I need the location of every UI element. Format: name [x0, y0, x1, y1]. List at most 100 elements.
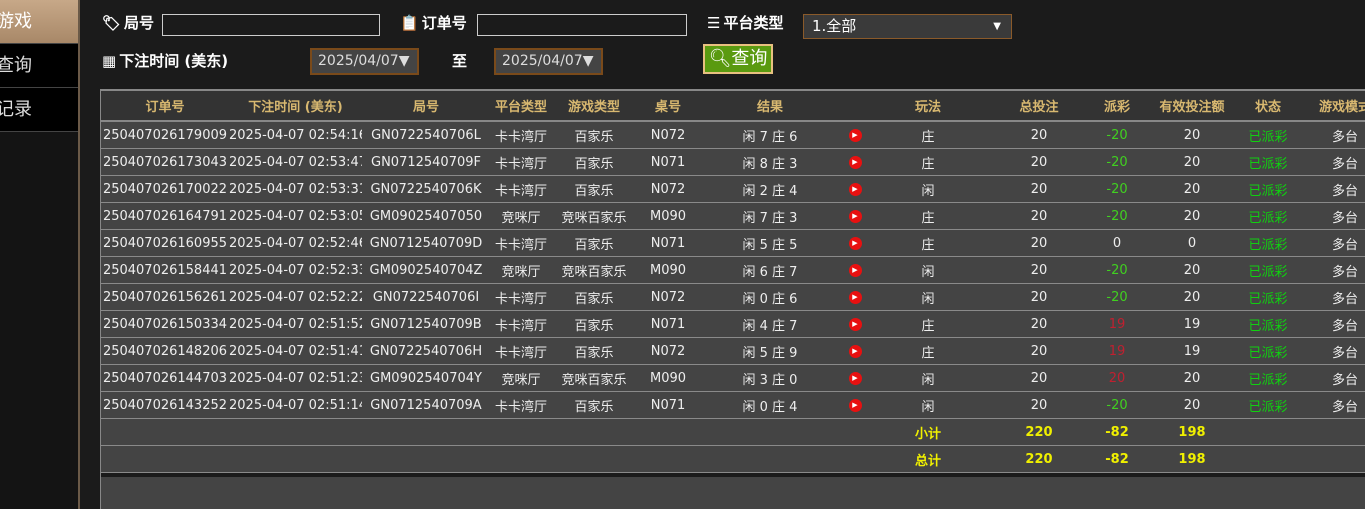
cell: 2025-04-07 02:53:31 — [229, 175, 362, 203]
tag-icon: 🏷 — [102, 13, 122, 32]
platform-select-value: 1.全部 — [812, 17, 857, 35]
cell: 卡卡湾厅 — [490, 310, 552, 338]
cell: 百家乐 — [552, 391, 636, 419]
cell: 多台 — [1294, 121, 1365, 149]
order-input[interactable] — [477, 14, 687, 36]
cell — [552, 445, 636, 473]
play-video-icon[interactable]: ▶ — [848, 209, 862, 223]
cell: 闲 — [870, 391, 986, 419]
cell: -82 — [1092, 445, 1142, 473]
cell: 0 — [1092, 229, 1142, 257]
cell: N071 — [636, 229, 700, 257]
cell — [636, 445, 700, 473]
subtotal-row: 小计 220 -82 198 — [101, 418, 1365, 446]
cell: N072 — [636, 121, 700, 149]
cell: 卡卡湾厅 — [490, 175, 552, 203]
cell: 2025-04-07 02:53:47 — [229, 148, 362, 176]
column-header: 订单号 — [101, 89, 229, 122]
column-header: 桌号 — [636, 89, 700, 122]
table-row: 250407026164791 2025-04-07 02:53:05 GM0902… — [101, 202, 1365, 230]
cell — [1294, 445, 1365, 473]
cell: M090 — [636, 202, 700, 230]
list-icon: ☰ — [707, 13, 721, 32]
play-video-icon[interactable]: ▶ — [848, 398, 862, 412]
date-to-picker[interactable]: 2025/04/07▼ — [494, 48, 603, 75]
cell: -20 — [1092, 121, 1142, 149]
cell: 19 — [1092, 337, 1142, 365]
cell: N072 — [636, 337, 700, 365]
sidebar-item-game[interactable]: 游戏 — [0, 0, 78, 44]
cell: 250407026144703 — [101, 364, 229, 392]
column-header: 游戏模式 — [1294, 89, 1365, 122]
cell: 已派彩 — [1242, 337, 1294, 365]
cell: GN0712540709B — [362, 310, 490, 338]
cell: 多台 — [1294, 283, 1365, 311]
cell: 已派彩 — [1242, 148, 1294, 176]
cell: 庄 — [870, 229, 986, 257]
platform-label: ☰ 平台类型 — [707, 12, 783, 33]
column-header: 结果 — [700, 89, 840, 122]
cell: 竞咪百家乐 — [552, 364, 636, 392]
cell: -20 — [1092, 202, 1142, 230]
platform-label-text: 平台类型 — [723, 14, 784, 32]
round-input[interactable] — [162, 14, 380, 36]
date-from-picker[interactable]: 2025/04/07▼ — [310, 48, 419, 75]
play-video-icon[interactable]: ▶ — [848, 344, 862, 358]
column-header: 下注时间 (美东) — [229, 89, 362, 122]
table-row: 250407026143252 2025-04-07 02:51:14 GN0712… — [101, 391, 1365, 419]
cell: 竞咪百家乐 — [552, 256, 636, 284]
cell: 198 — [1142, 445, 1242, 473]
cell: 20 — [986, 337, 1092, 365]
cell — [840, 445, 870, 473]
play-video-icon[interactable]: ▶ — [848, 263, 862, 277]
play-video-icon[interactable]: ▶ — [848, 317, 862, 331]
play-video-icon[interactable]: ▶ — [848, 128, 862, 142]
cell: 250407026160955 — [101, 229, 229, 257]
play-video-icon[interactable]: ▶ — [848, 371, 862, 385]
play-video-icon[interactable]: ▶ — [848, 290, 862, 304]
sidebar-item-records[interactable]: 记录 — [0, 88, 78, 132]
sidebar-item-query[interactable]: 查询 — [0, 44, 78, 88]
cell: 卡卡湾厅 — [490, 148, 552, 176]
cell — [1242, 418, 1294, 446]
cell: 2025-04-07 02:52:33 — [229, 256, 362, 284]
cell: -20 — [1092, 148, 1142, 176]
cell: 20 — [1142, 148, 1242, 176]
cell: 已派彩 — [1242, 121, 1294, 149]
cell: N071 — [636, 148, 700, 176]
cell: 250407026150334 — [101, 310, 229, 338]
cell: 20 — [986, 175, 1092, 203]
cell: GN0722540706H — [362, 337, 490, 365]
cell: N071 — [636, 391, 700, 419]
cell: 20 — [1142, 364, 1242, 392]
cell: 小计 — [870, 418, 986, 446]
cell: 多台 — [1294, 391, 1365, 419]
cell: 2025-04-07 02:51:41 — [229, 337, 362, 365]
play-video-icon[interactable]: ▶ — [848, 155, 862, 169]
play-video-cell: ▶ — [840, 256, 870, 284]
to-label: 至 — [452, 52, 468, 70]
cell: 多台 — [1294, 148, 1365, 176]
round-label-text: 局号 — [124, 14, 155, 32]
play-video-cell: ▶ — [840, 310, 870, 338]
platform-select[interactable]: 1.全部 ▼ — [803, 14, 1012, 39]
cell: 0 — [1142, 229, 1242, 257]
cell — [101, 418, 229, 446]
play-video-icon[interactable]: ▶ — [848, 236, 862, 250]
cell: 百家乐 — [552, 175, 636, 203]
cell: 闲 3 庄 0 — [700, 364, 840, 392]
chevron-down-icon: ▼ — [993, 21, 1001, 32]
cell: 庄 — [870, 202, 986, 230]
time-label-text: 下注时间 (美东) — [119, 52, 229, 70]
cell: 闲 — [870, 283, 986, 311]
cell: 20 — [986, 148, 1092, 176]
play-video-icon[interactable]: ▶ — [848, 182, 862, 196]
cell: 2025-04-07 02:54:16 — [229, 121, 362, 149]
round-label: 🏷 局号 — [102, 12, 154, 33]
cell: 20 — [986, 391, 1092, 419]
query-button[interactable]: 🔍︎查询 — [703, 44, 773, 74]
cell: 20 — [986, 310, 1092, 338]
cell: GM09025407050 — [362, 202, 490, 230]
sidebar: 游戏 查询 记录 — [0, 0, 80, 509]
cell: 20 — [1142, 121, 1242, 149]
